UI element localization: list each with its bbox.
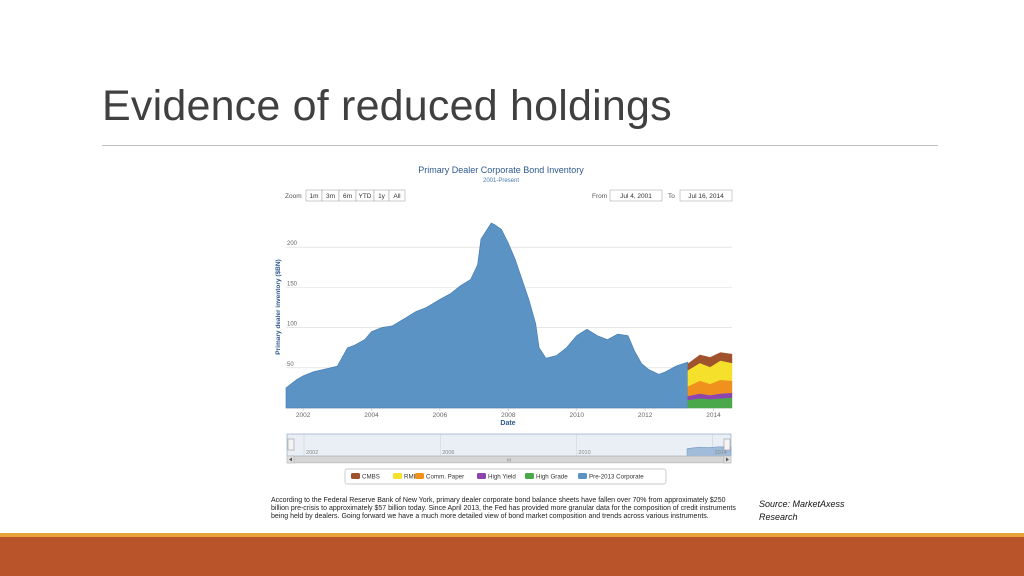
chart-title: Primary Dealer Corporate Bond Inventory <box>418 165 584 175</box>
zoom-button-label: 6m <box>343 193 352 200</box>
y-tick-label: 100 <box>287 322 298 328</box>
from-date-input[interactable] <box>609 189 663 202</box>
legend-label: High Grade <box>536 474 568 481</box>
navigator-selection <box>286 433 732 457</box>
data-areas <box>285 222 733 409</box>
scrollbar-left-arrow-icon <box>289 457 292 462</box>
y-tick-label: 150 <box>287 281 298 287</box>
navigator-year-label: 2006 <box>442 450 454 456</box>
legend-label: CMBS <box>362 474 380 481</box>
legend: CMBS RMBS Comm. Paper High Yield High Grade P… <box>351 473 644 481</box>
zoom-button-label: 1y <box>378 193 386 200</box>
bond-inventory-chart: Primary Dealer Corporate Bond Inventory … <box>275 165 733 485</box>
zoom-button-label: All <box>393 193 401 200</box>
scrollbar-grip: III <box>507 458 511 463</box>
zoom-button-label: 3m <box>326 193 335 200</box>
zoom-button-group: 1m 3m 6m YTD 1y All <box>305 189 406 202</box>
legend-swatch <box>393 473 402 479</box>
x-tick-label: 2008 <box>501 412 516 419</box>
x-tick-label: 2014 <box>706 412 721 419</box>
legend-item-comm-paper[interactable]: Comm. Paper <box>415 473 464 481</box>
navigator-year-label: 2010 <box>578 450 590 456</box>
zoom-button-all[interactable] <box>388 189 406 202</box>
slide-title: Evidence of reduced holdings <box>102 82 672 130</box>
legend-swatch <box>415 473 424 479</box>
from-label: From <box>592 193 607 200</box>
y-tick-labels: 50 100 150 200 <box>287 241 298 368</box>
legend-item-pre-2013-corporate[interactable]: Pre-2013 Corporate <box>578 473 644 481</box>
x-tick-label: 2002 <box>296 412 311 419</box>
legend-label: Comm. Paper <box>426 474 464 481</box>
navigator-handle-right[interactable] <box>723 438 731 451</box>
navigator-scrollbar[interactable]: III <box>286 455 732 464</box>
y-tick-label: 50 <box>287 362 294 368</box>
legend-item-rmbs[interactable]: RMBS <box>393 473 422 481</box>
x-axis-label: Date <box>500 420 515 427</box>
to-date-value: Jul 16, 2014 <box>688 193 724 200</box>
x-tick-label: 2004 <box>364 412 379 419</box>
from-date-value: Jul 4, 2001 <box>620 193 652 200</box>
legend-swatch <box>525 473 534 479</box>
legend-item-cmbs[interactable]: CMBS <box>351 473 380 481</box>
series-area-pre-2013-corporate <box>285 222 689 409</box>
footer-band <box>0 537 1024 576</box>
legend-box <box>344 468 667 485</box>
zoom-button-label: 1m <box>309 193 318 200</box>
navigator-year-label: 2014 <box>715 450 727 456</box>
zoom-label: Zoom <box>285 193 302 200</box>
x-tick-label: 2010 <box>569 412 584 419</box>
legend-label: High Yield <box>488 474 516 481</box>
legend-label: RMBS <box>404 474 422 481</box>
legend-item-high-grade[interactable]: High Grade <box>525 473 568 481</box>
x-tick-labels: 2002 2004 2006 2008 2010 2012 2014 <box>296 408 721 419</box>
scrollbar-right-arrow-icon <box>726 457 729 462</box>
navigator: 2002 2006 2010 2014 <box>286 433 732 457</box>
legend-label: Pre-2013 Corporate <box>589 474 644 481</box>
title-divider <box>102 145 938 146</box>
legend-swatch <box>578 473 587 479</box>
legend-item-high-yield[interactable]: High Yield <box>477 473 516 481</box>
series-area-cmbs <box>687 352 733 371</box>
x-tick-label: 2006 <box>433 412 448 419</box>
navigator-year-label: 2002 <box>306 450 318 456</box>
source-note: Source: MarketAxess Research <box>759 499 845 522</box>
y-axis-label: Primary dealer inventory ($BN) <box>275 259 282 354</box>
navigator-year-labels: 2002 2006 2010 2014 <box>306 450 727 456</box>
chart-caption: According to the Federal Reserve Bank of… <box>271 497 736 520</box>
legend-swatch <box>351 473 360 479</box>
zoom-button-label: YTD <box>359 193 372 200</box>
legend-swatch <box>477 473 486 479</box>
chart-subtitle: 2001-Present <box>483 178 519 184</box>
footer-accent-stripe <box>0 533 1024 537</box>
x-tick-label: 2012 <box>638 412 653 419</box>
to-label: To <box>668 193 675 200</box>
to-date-input[interactable] <box>679 189 733 202</box>
chart-container: Primary Dealer Corporate Bond Inventory … <box>270 160 748 530</box>
navigator-handle-left[interactable] <box>287 438 295 451</box>
y-tick-label: 200 <box>287 241 298 247</box>
